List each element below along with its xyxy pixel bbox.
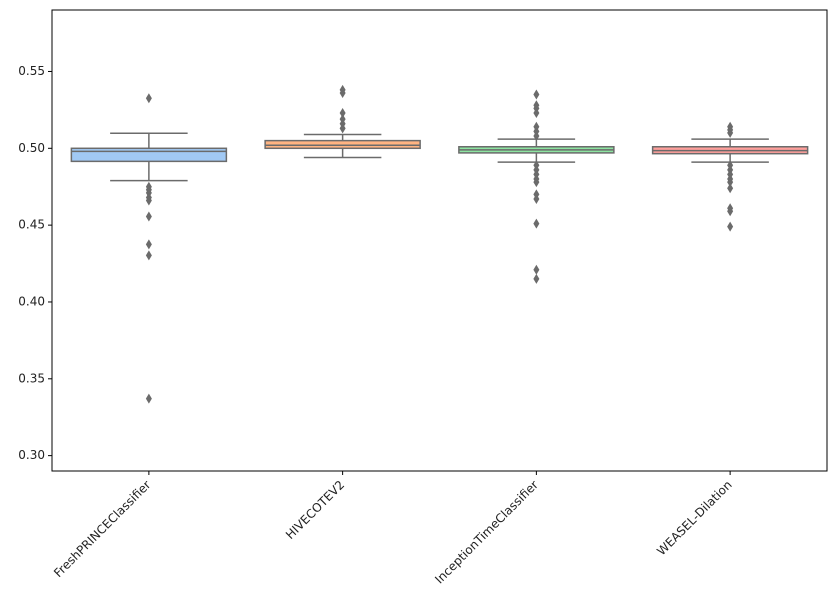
outlier	[533, 177, 540, 188]
outlier	[145, 393, 152, 404]
outlier	[339, 87, 346, 98]
x-tick-label: FreshPRINCEClassifier	[51, 478, 153, 580]
y-tick-label: 0.50	[18, 141, 45, 155]
outlier	[145, 250, 152, 261]
outlier	[533, 218, 540, 229]
x-tick-label: HIVECOTEV2	[283, 478, 347, 542]
y-tick-label: 0.55	[18, 64, 45, 78]
outlier	[727, 221, 734, 232]
y-tick-label: 0.30	[18, 448, 45, 462]
outlier	[727, 183, 734, 194]
outlier	[727, 177, 734, 188]
outlier	[533, 107, 540, 118]
outlier	[145, 211, 152, 222]
x-tick-label: WEASEL-Dilation	[654, 478, 735, 559]
outlier	[533, 194, 540, 205]
outlier	[339, 123, 346, 134]
outlier	[145, 93, 152, 104]
outlier	[339, 107, 346, 118]
outlier	[145, 195, 152, 206]
plot-frame	[51, 9, 828, 472]
outlier	[145, 239, 152, 250]
outlier	[727, 206, 734, 217]
outlier	[533, 264, 540, 275]
y-tick-label: 0.45	[18, 218, 45, 232]
outlier	[533, 131, 540, 142]
y-tick-label: 0.35	[18, 371, 45, 385]
outlier	[533, 273, 540, 284]
outlier	[533, 89, 540, 100]
box	[70, 147, 228, 163]
box	[264, 139, 421, 150]
y-tick-label: 0.40	[18, 294, 45, 308]
outlier	[727, 127, 734, 138]
x-tick-label: InceptionTimeClassifier	[432, 478, 541, 587]
